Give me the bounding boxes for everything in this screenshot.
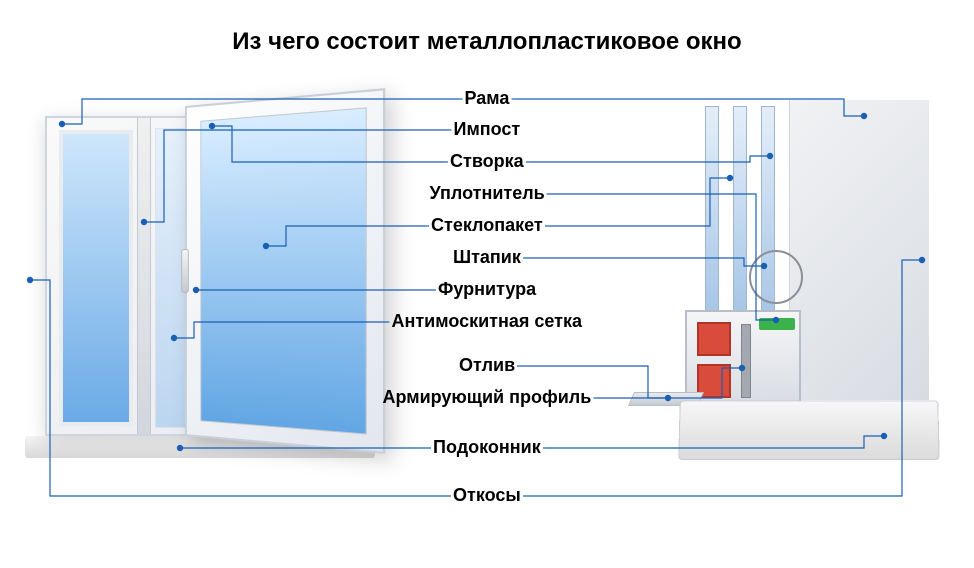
page-title: Из чего состоит металлопластиковое окно: [0, 28, 974, 56]
label-armprofil: Армирующий профиль: [383, 387, 592, 408]
window-handle: [181, 249, 189, 293]
impost-bar: [137, 118, 151, 434]
label-uplotnitel: Уплотнитель: [430, 183, 545, 204]
label-steklopaket: Стеклопакет: [431, 215, 543, 236]
open-sash: [185, 88, 385, 454]
label-rama: Рама: [465, 88, 510, 109]
profile-chamber-1: [697, 322, 731, 356]
label-furnitura: Фурнитура: [438, 279, 536, 300]
fixed-glass-pane: [59, 130, 133, 426]
profile-sill: [678, 400, 940, 460]
label-stvorka: Створка: [450, 151, 524, 172]
glass-pane-2: [733, 106, 747, 316]
reinforcement-metal: [741, 324, 751, 398]
label-shtapik: Штапик: [453, 247, 521, 268]
label-antimoskit: Антимоскитная сетка: [392, 311, 583, 332]
window-reveal: [789, 100, 929, 400]
magnifier-icon: [749, 250, 803, 304]
label-impost: Импост: [454, 119, 521, 140]
label-otkosy: Откосы: [453, 485, 521, 506]
label-otliv: Отлив: [459, 355, 515, 376]
sash-glass: [200, 107, 366, 434]
window-illustration: [35, 108, 365, 458]
label-podokonnik: Подоконник: [433, 437, 541, 458]
profile-illustration: [639, 100, 939, 470]
glass-pane-1: [705, 106, 719, 316]
gasket: [759, 318, 795, 330]
